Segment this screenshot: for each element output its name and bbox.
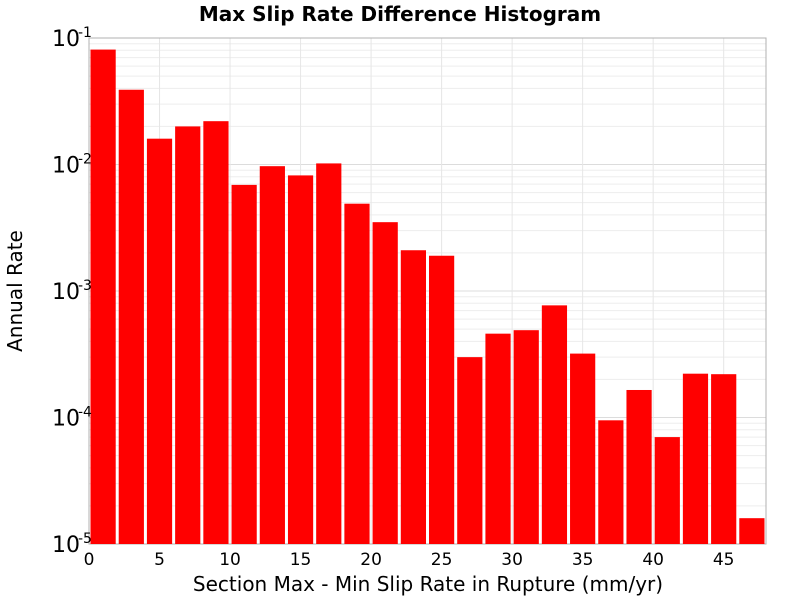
histogram-bar — [90, 49, 116, 544]
histogram-bar — [372, 222, 398, 544]
plot-area — [88, 37, 767, 545]
histogram-bar — [598, 420, 624, 544]
histogram-bar — [711, 374, 737, 544]
y-tick-exponent: -2 — [78, 152, 92, 168]
y-tick-base: 10 — [52, 27, 80, 52]
x-tick-label: 5 — [154, 550, 165, 570]
y-tick-label: 10-3 — [52, 278, 92, 305]
x-tick-label: 45 — [713, 550, 735, 570]
histogram-bar — [316, 163, 342, 544]
histogram-bar — [146, 138, 173, 544]
histogram-bar — [654, 437, 680, 544]
x-axis-label: Section Max - Min Slip Rate in Rupture (… — [193, 572, 663, 596]
x-tick-label: 35 — [572, 550, 594, 570]
y-tick-labels: 10-110-210-310-410-5 — [52, 25, 92, 558]
histogram-bar — [175, 126, 201, 544]
y-tick-label: 10-4 — [52, 405, 92, 432]
y-tick-exponent: -5 — [78, 531, 92, 547]
histogram-bar — [485, 333, 511, 544]
histogram-bar — [626, 389, 652, 544]
histogram-bar — [513, 330, 539, 544]
y-tick-label: 10-1 — [52, 25, 92, 52]
histogram-bar — [259, 166, 285, 544]
x-tick-label: 25 — [431, 550, 453, 570]
histogram-bar — [457, 357, 483, 544]
y-axis-label: Annual Rate — [3, 230, 27, 352]
y-tick-exponent: -1 — [78, 25, 92, 41]
histogram-bar — [682, 373, 709, 544]
y-tick-exponent: -3 — [78, 278, 92, 294]
y-tick-label: 10-2 — [52, 152, 92, 179]
x-tick-label: 0 — [84, 550, 95, 570]
x-tick-label: 20 — [360, 550, 382, 570]
histogram-bar — [118, 89, 144, 545]
histogram-bar — [570, 353, 596, 544]
histogram-bar — [287, 175, 314, 545]
y-tick-base: 10 — [52, 533, 80, 558]
histogram-bar — [429, 255, 455, 544]
histogram-bar — [203, 121, 229, 544]
y-tick-base: 10 — [52, 407, 80, 432]
x-tick-label: 10 — [219, 550, 241, 570]
y-tick-base: 10 — [52, 154, 80, 179]
y-tick-exponent: -4 — [78, 405, 92, 421]
bars-layer — [90, 49, 765, 545]
x-tick-label: 15 — [290, 550, 312, 570]
histogram-bar — [541, 305, 568, 544]
x-tick-labels: 0 5 10 15 20 25 30 35 40 45 — [84, 550, 735, 570]
histogram-bar — [231, 184, 257, 544]
x-tick-label: 30 — [501, 550, 523, 570]
chart-title: Max Slip Rate Difference Histogram — [199, 2, 601, 26]
x-tick-label: 40 — [642, 550, 664, 570]
histogram-bar — [400, 250, 426, 544]
y-tick-base: 10 — [52, 280, 80, 305]
histogram-bar — [344, 203, 370, 545]
y-tick-label: 10-5 — [52, 531, 92, 558]
histogram-bar — [739, 518, 765, 544]
